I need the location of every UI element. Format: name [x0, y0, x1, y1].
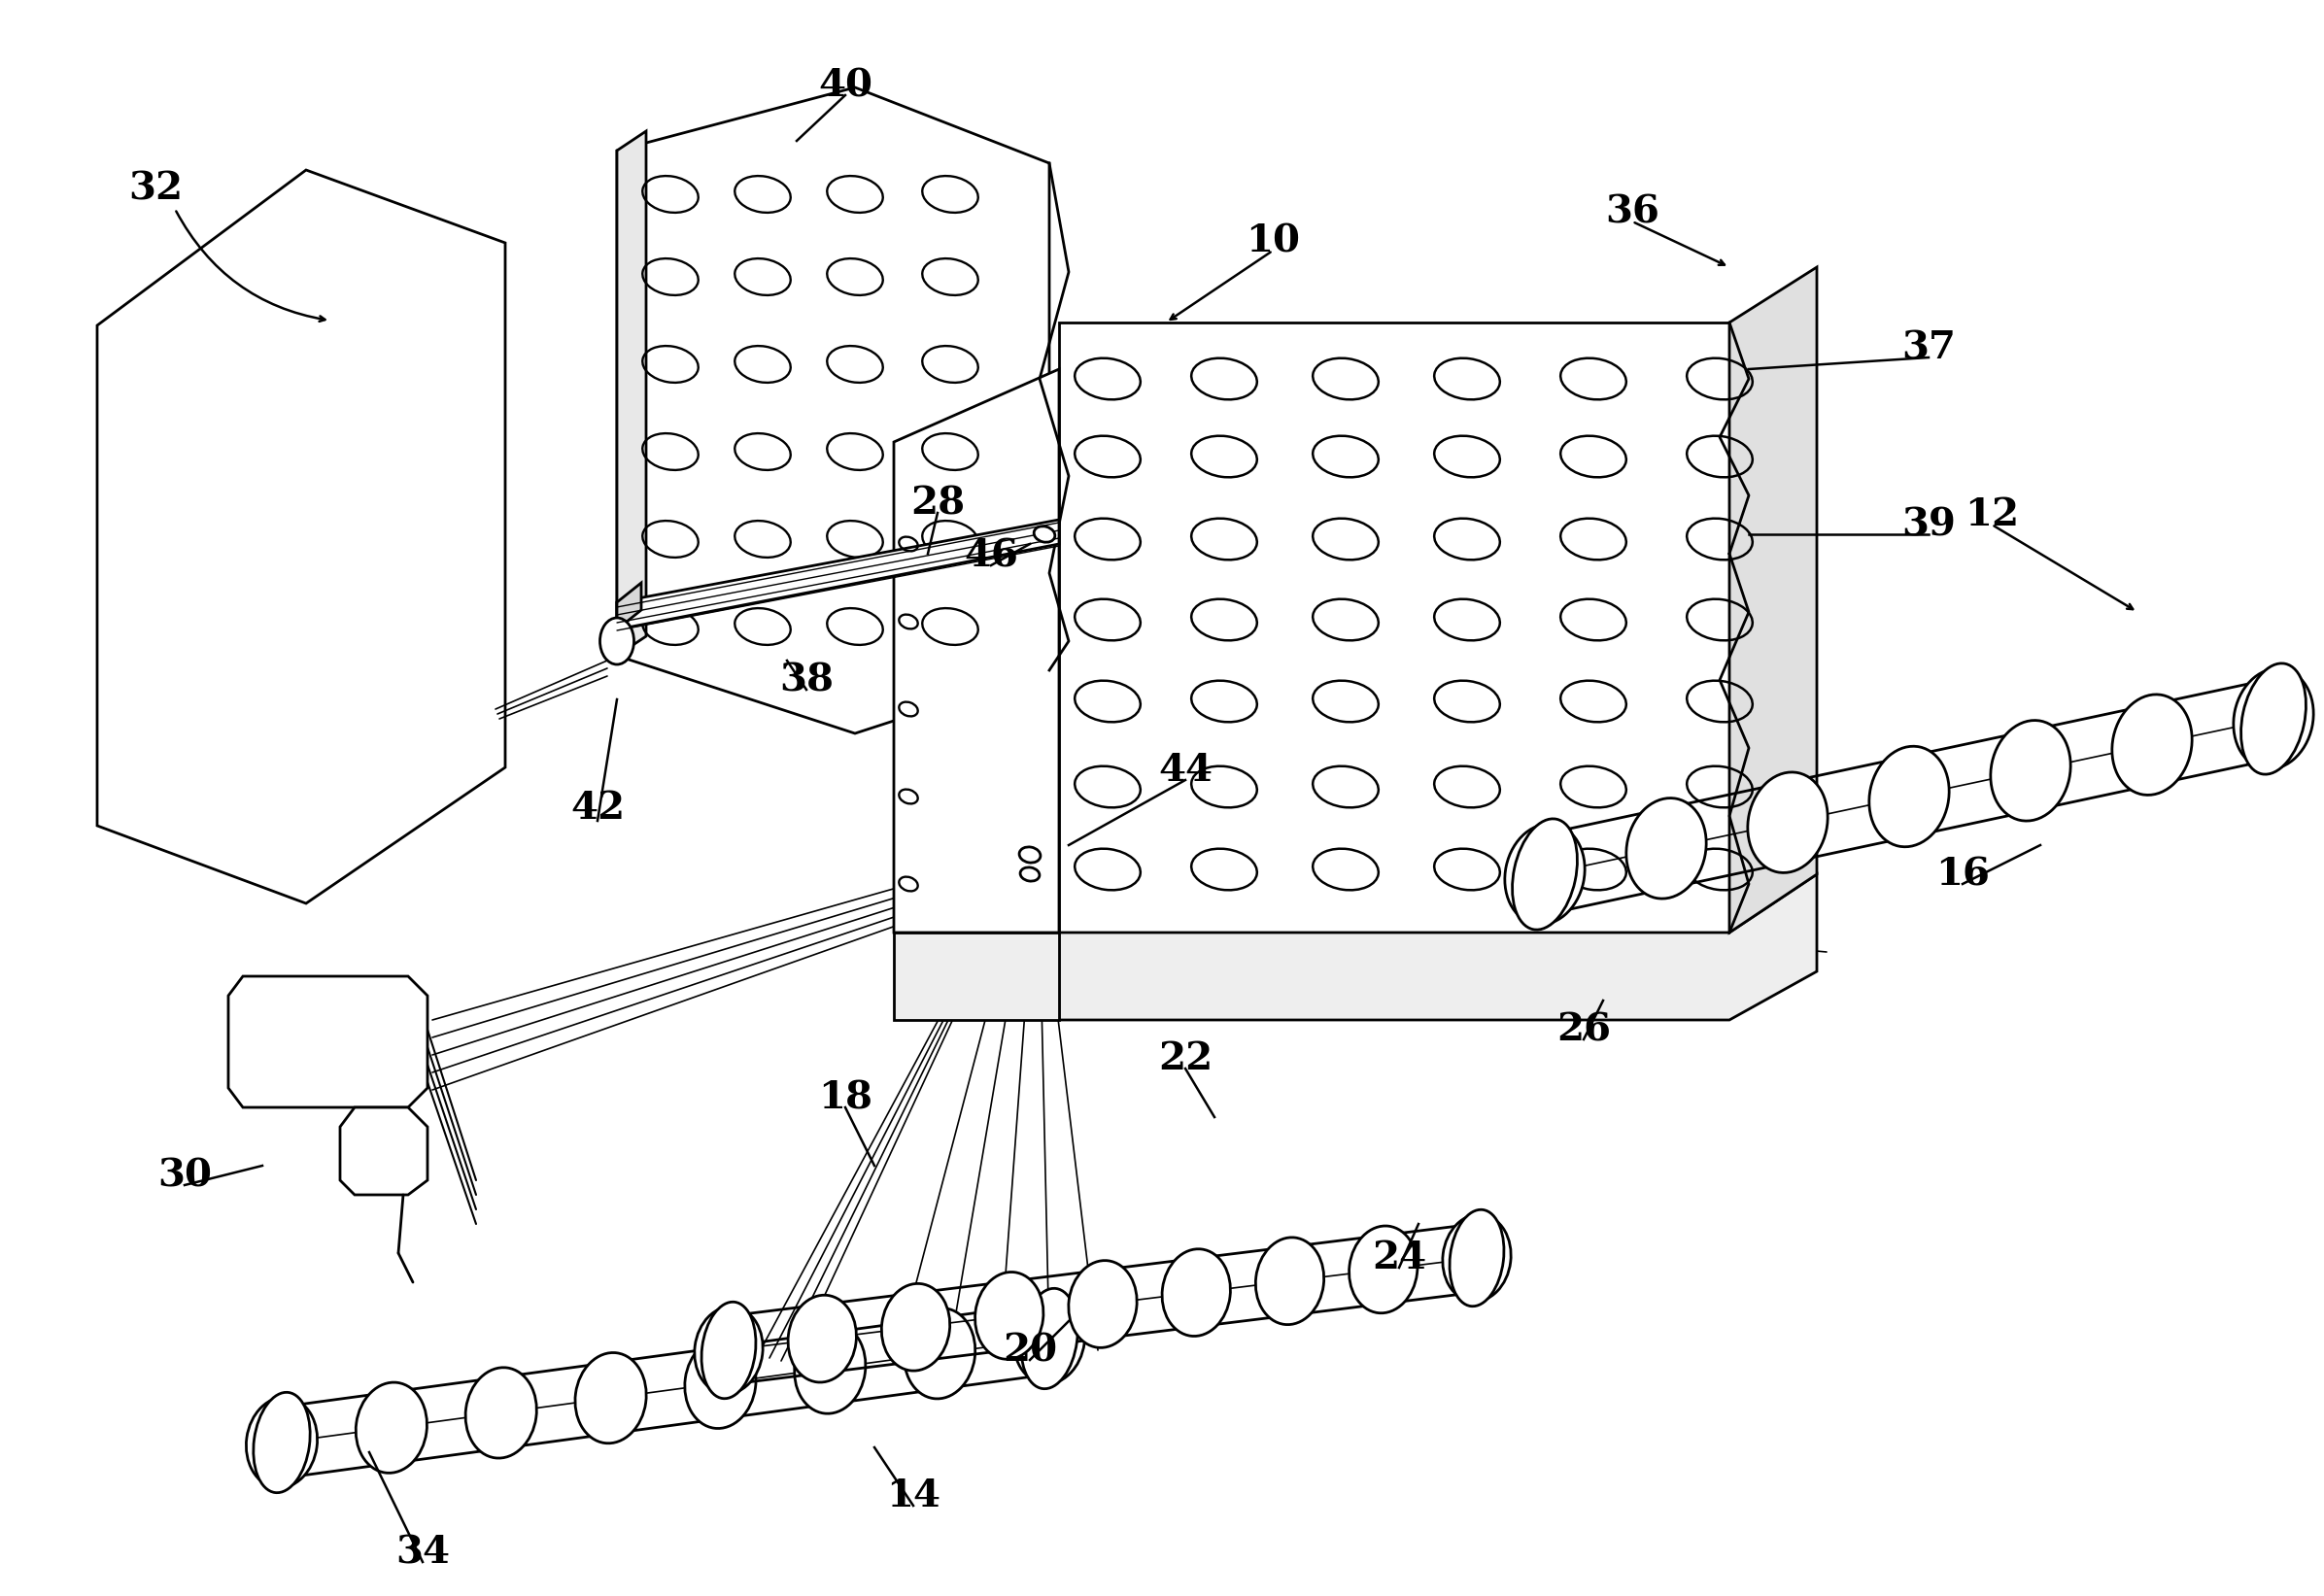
Ellipse shape: [976, 1272, 1043, 1360]
Text: 34: 34: [395, 1534, 451, 1570]
Polygon shape: [98, 171, 504, 903]
Text: 46: 46: [964, 538, 1018, 575]
Ellipse shape: [574, 1353, 646, 1443]
Ellipse shape: [1350, 1226, 1418, 1314]
Ellipse shape: [1034, 527, 1055, 543]
Ellipse shape: [356, 1382, 428, 1473]
Polygon shape: [616, 88, 1050, 734]
Ellipse shape: [881, 1283, 951, 1371]
Ellipse shape: [1020, 867, 1039, 881]
Ellipse shape: [1162, 1250, 1229, 1336]
Text: 30: 30: [158, 1157, 211, 1194]
Text: 22: 22: [1157, 1041, 1213, 1077]
Ellipse shape: [1748, 772, 1827, 873]
Ellipse shape: [686, 1337, 755, 1428]
Ellipse shape: [702, 1302, 755, 1398]
Ellipse shape: [2113, 694, 2192, 795]
Ellipse shape: [695, 1307, 762, 1393]
Polygon shape: [616, 131, 646, 656]
Ellipse shape: [1868, 747, 1950, 847]
Ellipse shape: [1443, 1215, 1511, 1302]
Text: 10: 10: [1246, 222, 1299, 260]
Polygon shape: [228, 977, 428, 1108]
Text: 18: 18: [818, 1079, 872, 1116]
Ellipse shape: [1992, 720, 2071, 820]
Text: 12: 12: [1964, 496, 2020, 533]
Ellipse shape: [1020, 1288, 1078, 1389]
Text: 32: 32: [128, 171, 184, 207]
Text: 26: 26: [1557, 1012, 1611, 1049]
Polygon shape: [1060, 875, 1817, 1020]
Text: 44: 44: [1157, 752, 1213, 788]
Polygon shape: [616, 520, 1060, 629]
Ellipse shape: [788, 1294, 855, 1382]
Ellipse shape: [1020, 847, 1041, 863]
Text: 24: 24: [1371, 1240, 1427, 1277]
Text: 37: 37: [1901, 329, 1957, 365]
Text: 42: 42: [569, 790, 625, 827]
Ellipse shape: [1627, 798, 1706, 899]
Ellipse shape: [253, 1392, 309, 1492]
Polygon shape: [895, 932, 1060, 1020]
Polygon shape: [1060, 322, 1729, 932]
Polygon shape: [895, 369, 1060, 932]
Text: 36: 36: [1606, 193, 1659, 230]
Polygon shape: [616, 583, 641, 629]
Text: 39: 39: [1901, 506, 1957, 543]
Ellipse shape: [465, 1368, 537, 1459]
Text: 40: 40: [818, 67, 872, 104]
Ellipse shape: [1255, 1237, 1325, 1325]
Text: 38: 38: [779, 661, 834, 699]
Ellipse shape: [1513, 819, 1578, 930]
Ellipse shape: [1069, 1261, 1136, 1347]
Text: 16: 16: [1936, 855, 1989, 892]
Ellipse shape: [795, 1323, 865, 1414]
Ellipse shape: [600, 618, 634, 664]
Ellipse shape: [1506, 824, 1585, 924]
Ellipse shape: [904, 1309, 976, 1398]
Polygon shape: [1729, 267, 1817, 932]
Ellipse shape: [246, 1396, 318, 1487]
Ellipse shape: [1013, 1293, 1085, 1384]
Ellipse shape: [2240, 664, 2305, 774]
Ellipse shape: [1450, 1210, 1504, 1306]
Ellipse shape: [2233, 669, 2312, 769]
Text: 14: 14: [885, 1478, 941, 1515]
Text: 28: 28: [911, 485, 964, 522]
Polygon shape: [339, 1108, 428, 1195]
Text: 20: 20: [1002, 1331, 1057, 1369]
